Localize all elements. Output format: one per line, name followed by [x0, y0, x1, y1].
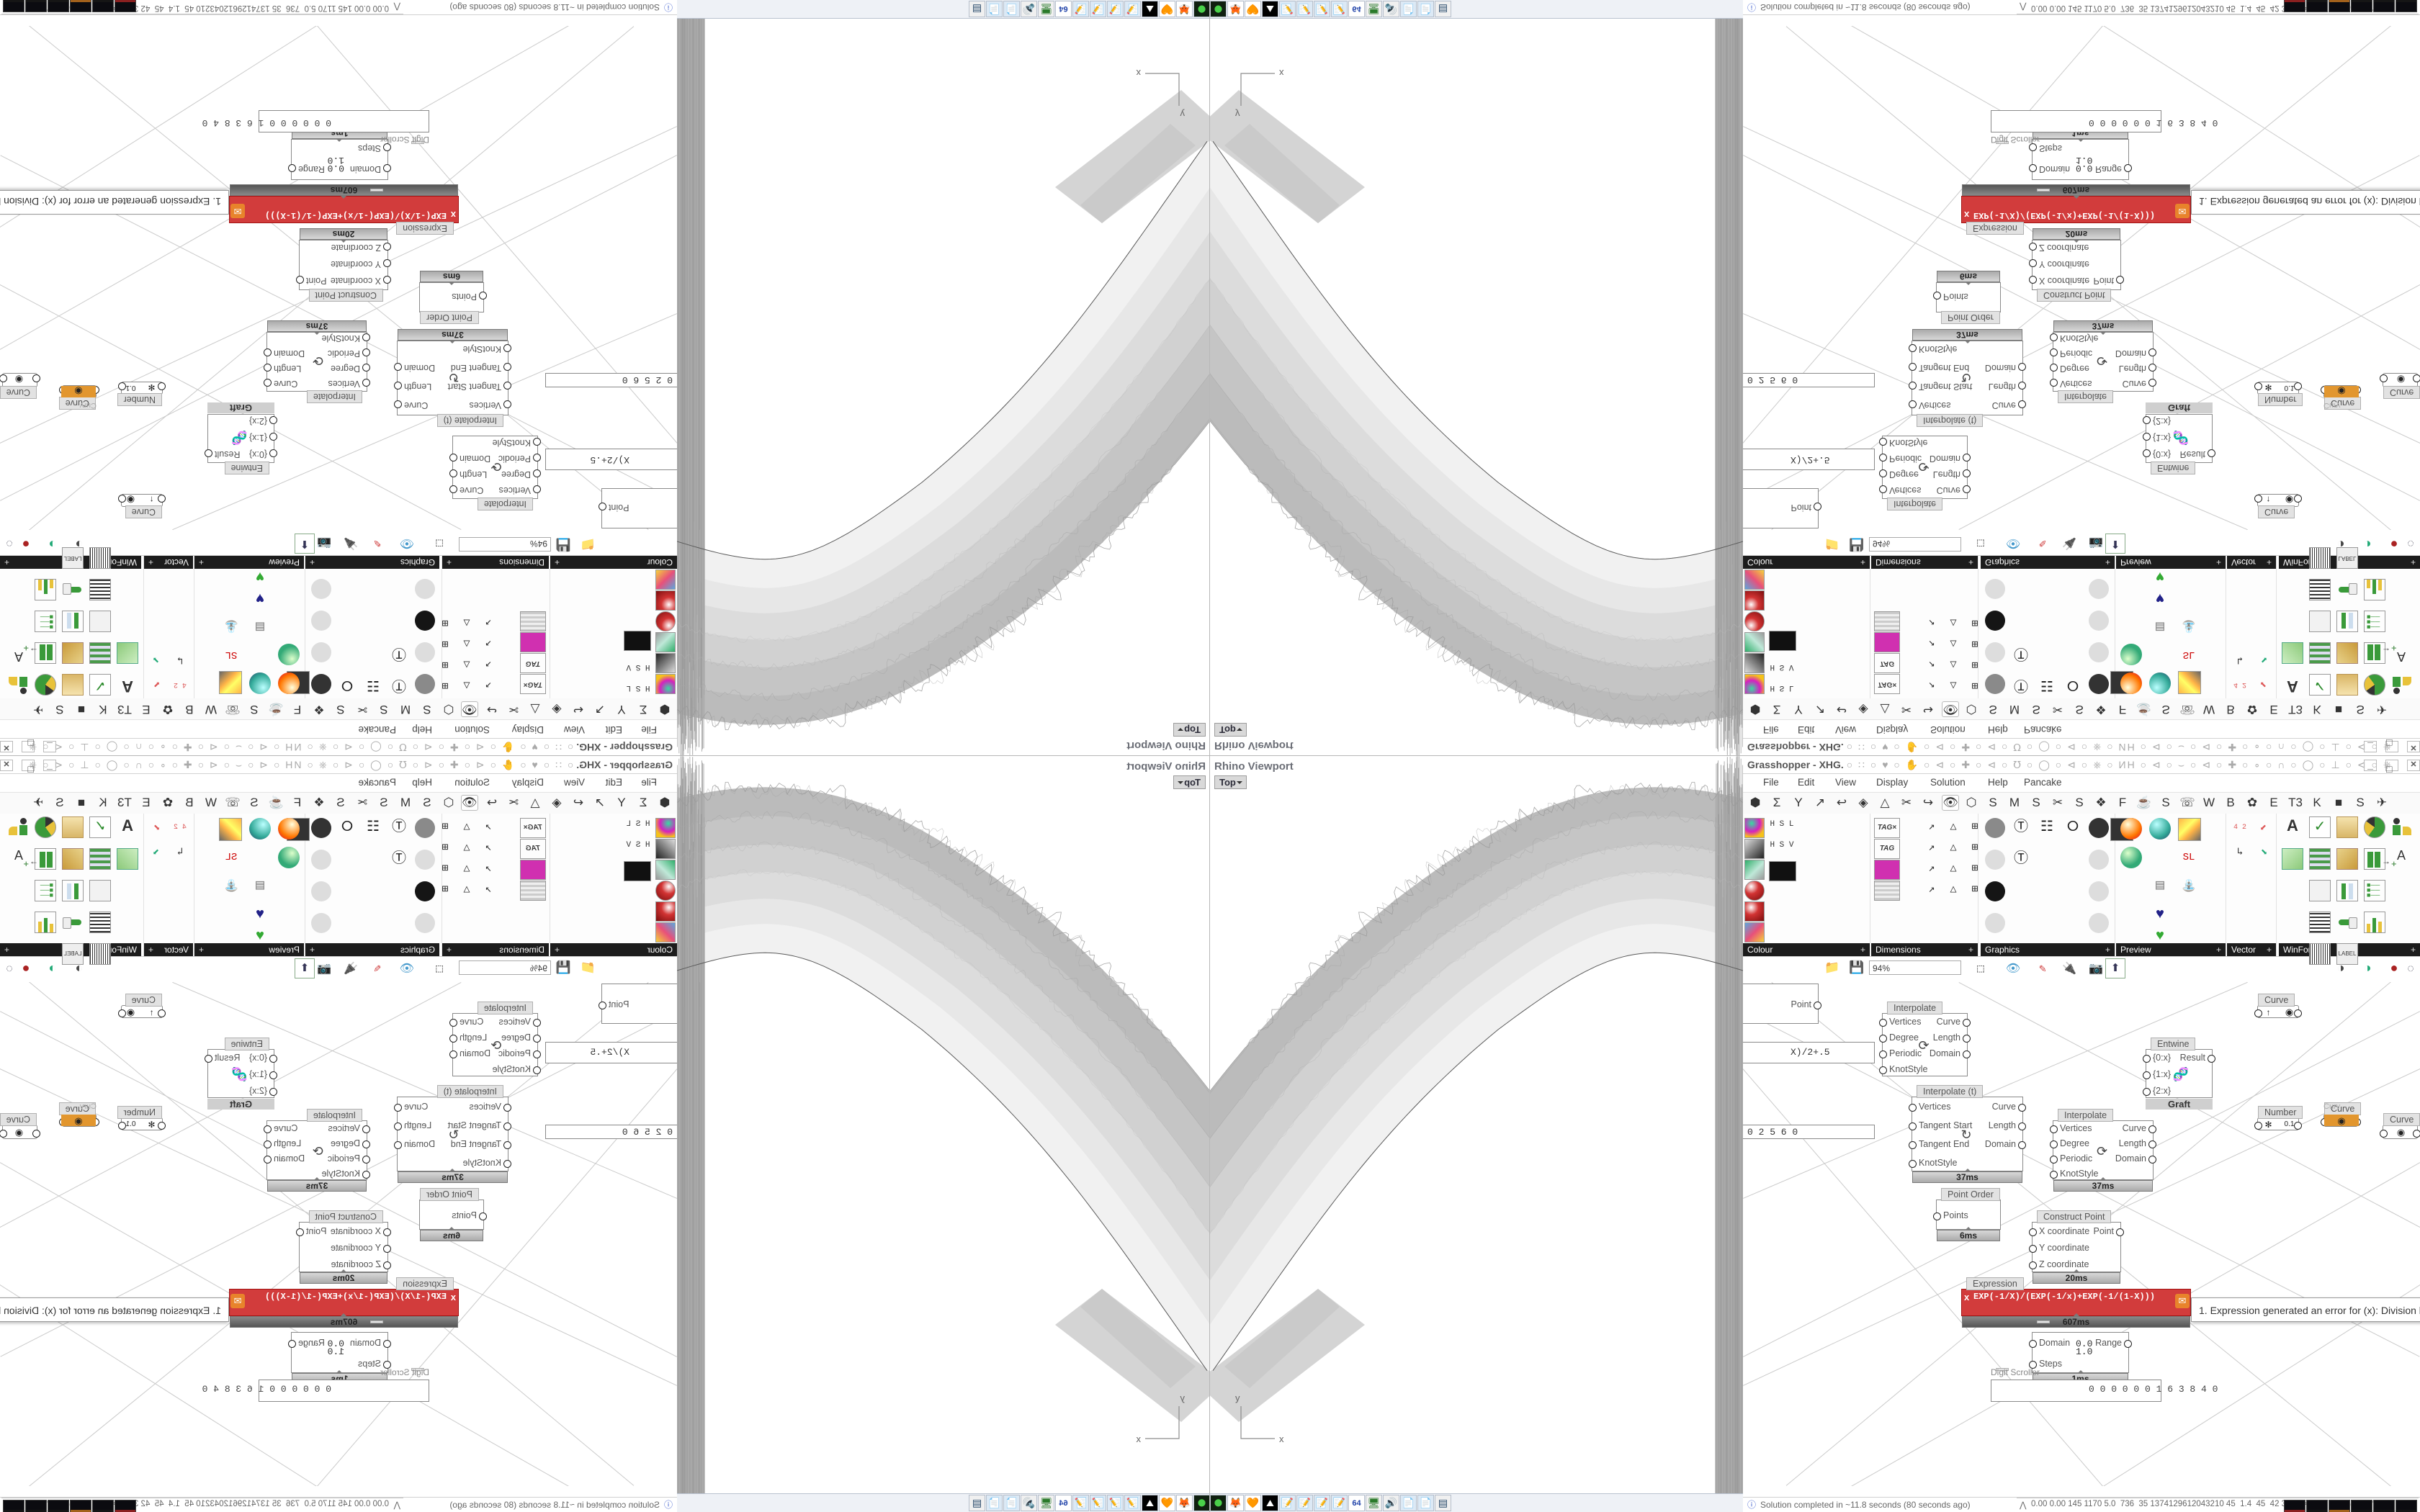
svg-text:y: y	[1235, 109, 1240, 120]
svg-text:y: y	[1180, 1392, 1185, 1403]
svg-text:y: y	[1235, 1392, 1240, 1403]
svg-text:x: x	[1279, 1434, 1284, 1444]
svg-text:x: x	[1136, 68, 1141, 78]
svg-text:y: y	[1180, 109, 1185, 120]
svg-text:x: x	[1136, 1434, 1141, 1444]
svg-text:x: x	[1279, 68, 1284, 78]
